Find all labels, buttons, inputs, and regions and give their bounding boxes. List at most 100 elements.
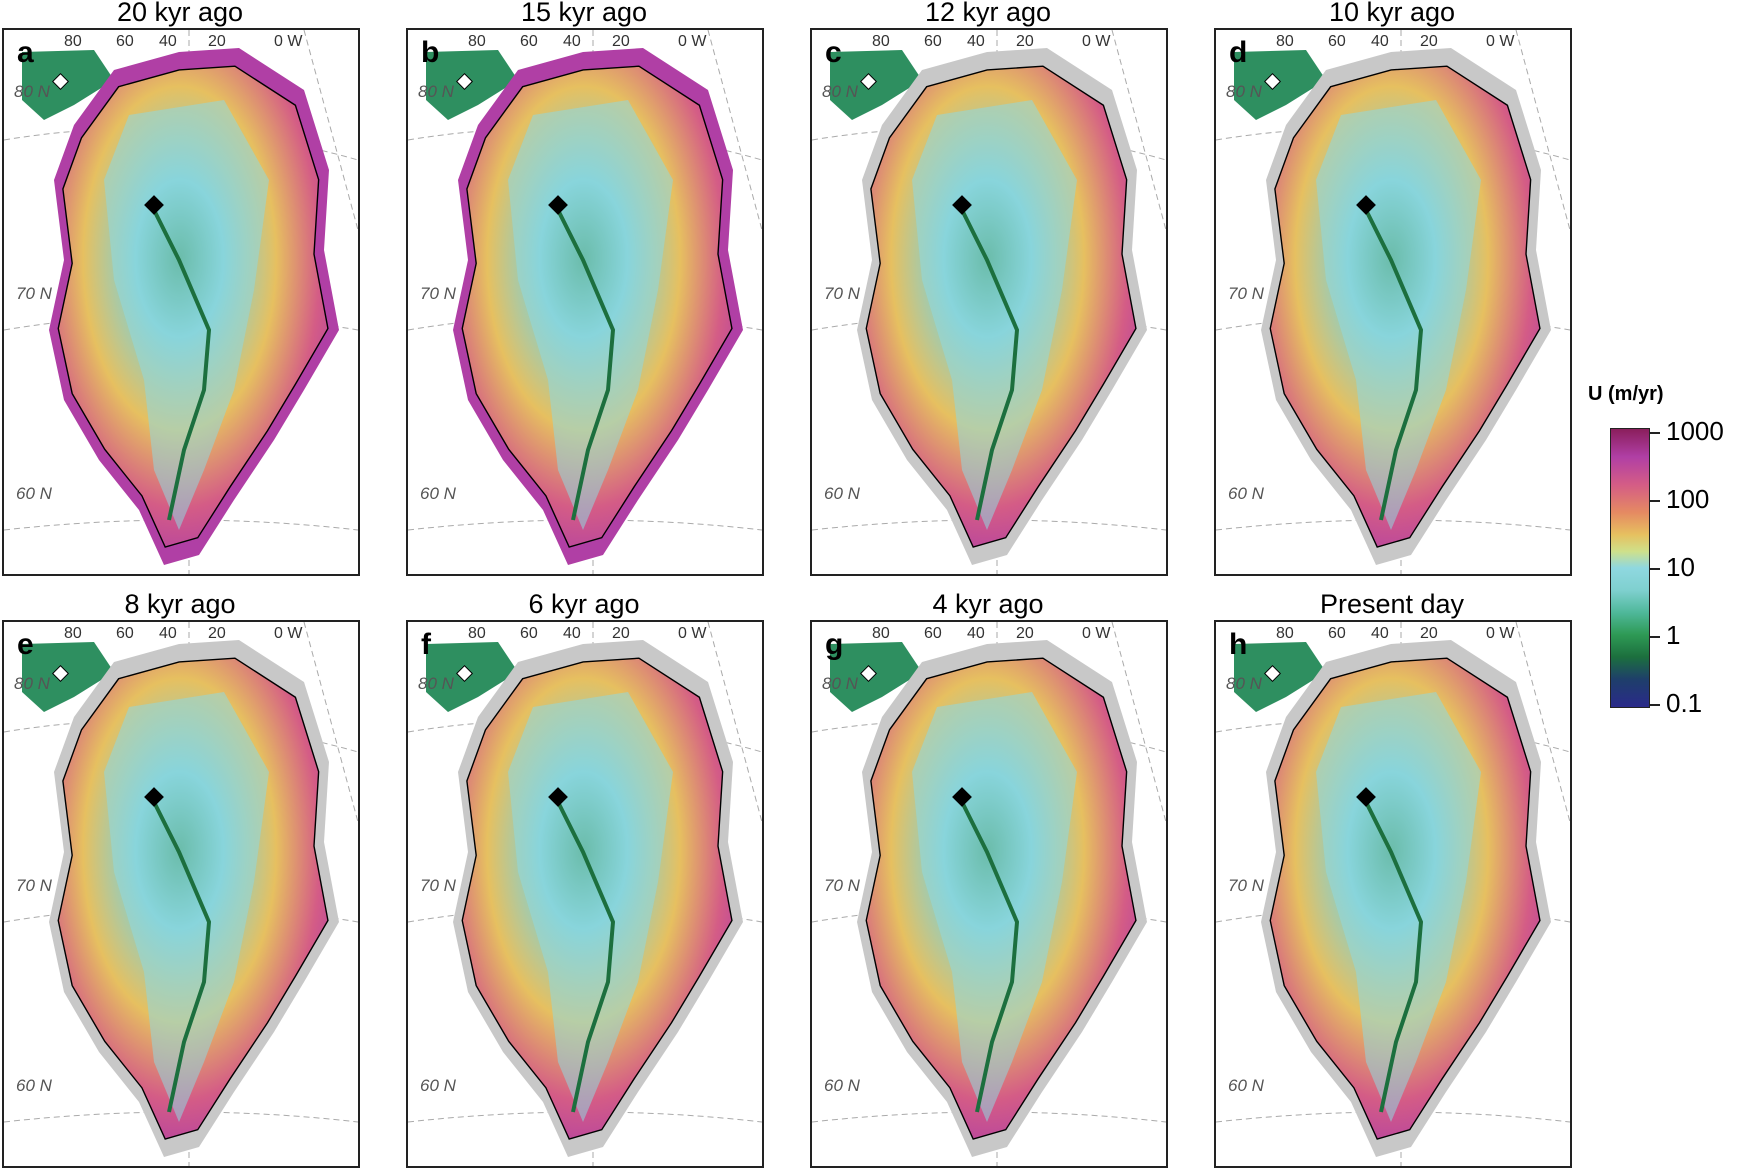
latitude-label: 80 N <box>14 82 50 101</box>
colorbar-tick-label: 100 <box>1666 484 1710 514</box>
ice-divide-zone <box>1316 692 1481 1122</box>
latitude-label: 70 N <box>824 284 860 303</box>
longitude-label: 20 <box>208 625 226 642</box>
panel-letter: d <box>1229 36 1248 69</box>
graticule-line <box>1111 622 1166 823</box>
map-panel: b 80 60 40 20 0 W 80 N 70 N 60 N <box>406 28 764 576</box>
longitude-label: 20 <box>1420 625 1438 642</box>
latitude-label: 60 N <box>1228 484 1264 503</box>
ice-divide-zone <box>104 100 269 530</box>
ice-stream <box>152 209 212 521</box>
longitude-label: 80 <box>872 625 890 642</box>
map-canvas <box>408 622 762 1166</box>
ellesmere-island <box>830 642 922 712</box>
ice-divide-zone <box>1316 100 1481 530</box>
ice-stream <box>1364 209 1424 521</box>
summit-marker <box>1356 787 1376 807</box>
longitude-label: 80 <box>468 33 486 50</box>
ice-divide-zone <box>912 692 1077 1122</box>
northwest-marker <box>860 665 877 682</box>
colorbar-tick <box>1650 432 1660 434</box>
colorbar-tick <box>1650 568 1660 570</box>
map-panel: e 80 60 40 20 0 W 80 N 70 N 60 N <box>2 620 360 1168</box>
map-canvas <box>1216 622 1570 1166</box>
longitude-label: 80 <box>1276 33 1294 50</box>
latitude-label: 60 N <box>824 484 860 503</box>
ice-stream <box>556 801 616 1113</box>
colorbar-tick <box>1650 500 1660 502</box>
ice-divide-zone <box>508 100 673 530</box>
graticule-line <box>303 622 358 823</box>
latitude-label: 70 N <box>1228 284 1264 303</box>
latitude-label: 80 N <box>1226 82 1262 101</box>
longitude-label: 0 W <box>1082 625 1111 642</box>
colorbar-tick-label: 10 <box>1666 552 1695 582</box>
longitude-label: 40 <box>1371 625 1389 642</box>
map-panel: h 80 60 40 20 0 W 80 N 70 N 60 N <box>1214 620 1572 1168</box>
colorbar-tick-label: 1 <box>1666 620 1681 650</box>
longitude-label: 20 <box>1016 625 1034 642</box>
map-canvas <box>1216 30 1570 574</box>
ellesmere-island <box>830 50 922 120</box>
longitude-label: 0 W <box>678 625 707 642</box>
ellesmere-island <box>1234 50 1326 120</box>
longitude-label: 40 <box>563 625 581 642</box>
latitude-label: 60 N <box>420 484 456 503</box>
northwest-marker <box>456 665 473 682</box>
summit-marker <box>144 195 164 215</box>
map-canvas <box>4 30 358 574</box>
panel-title: 10 kyr ago <box>1328 0 1456 27</box>
summit-marker <box>1356 195 1376 215</box>
longitude-label: 60 <box>1328 33 1346 50</box>
latitude-label: 70 N <box>16 284 52 303</box>
longitude-label: 60 <box>1328 625 1346 642</box>
latitude-label: 70 N <box>420 284 456 303</box>
longitude-label: 40 <box>1371 33 1389 50</box>
map-panel: a 80 60 40 20 0 W 80 N 70 N 60 N <box>2 28 360 576</box>
panel-title: 15 kyr ago <box>520 0 648 27</box>
panel-letter: b <box>421 36 440 69</box>
latitude-label: 60 N <box>824 1076 860 1095</box>
latitude-label: 80 N <box>418 674 454 693</box>
map-panel: f 80 60 40 20 0 W 80 N 70 N 60 N <box>406 620 764 1168</box>
graticule-line <box>1111 30 1166 231</box>
longitude-label: 0 W <box>274 33 303 50</box>
panel-title: 6 kyr ago <box>528 589 640 619</box>
latitude-label: 80 N <box>822 82 858 101</box>
map-panel: d 80 60 40 20 0 W 80 N 70 N 60 N <box>1214 28 1572 576</box>
latitude-label: 80 N <box>418 82 454 101</box>
longitude-label: 40 <box>159 625 177 642</box>
latitude-label: 70 N <box>420 876 456 895</box>
latitude-label: 60 N <box>1228 1076 1264 1095</box>
ice-stream <box>556 209 616 521</box>
map-panel: c 80 60 40 20 0 W 80 N 70 N 60 N <box>810 28 1168 576</box>
graticule-line <box>1515 622 1570 823</box>
ellesmere-island <box>426 50 518 120</box>
ice-stream <box>960 209 1020 521</box>
map-canvas <box>4 622 358 1166</box>
panel-letter: g <box>825 628 844 661</box>
colorbar-tick-label: 0.1 <box>1666 688 1703 718</box>
longitude-label: 0 W <box>1486 625 1515 642</box>
longitude-label: 0 W <box>1082 33 1111 50</box>
colorbar-tick-label: 1000 <box>1666 416 1724 446</box>
ice-divide-zone <box>508 692 673 1122</box>
ellesmere-island <box>1234 642 1326 712</box>
map-canvas <box>408 30 762 574</box>
panel-title: 12 kyr ago <box>924 0 1052 27</box>
graticule-line <box>707 622 762 823</box>
map-panel: g 80 60 40 20 0 W 80 N 70 N 60 N <box>810 620 1168 1168</box>
longitude-label: 80 <box>1276 625 1294 642</box>
ice-stream <box>960 801 1020 1113</box>
longitude-label: 80 <box>64 625 82 642</box>
longitude-label: 60 <box>520 625 538 642</box>
ice-stream <box>152 801 212 1113</box>
ice-divide-zone <box>912 100 1077 530</box>
ice-divide-zone <box>104 692 269 1122</box>
colorbar-tick <box>1650 636 1660 638</box>
panel-letter: a <box>17 36 34 69</box>
colorbar-tick <box>1650 704 1660 706</box>
longitude-label: 40 <box>967 33 985 50</box>
longitude-label: 40 <box>159 33 177 50</box>
